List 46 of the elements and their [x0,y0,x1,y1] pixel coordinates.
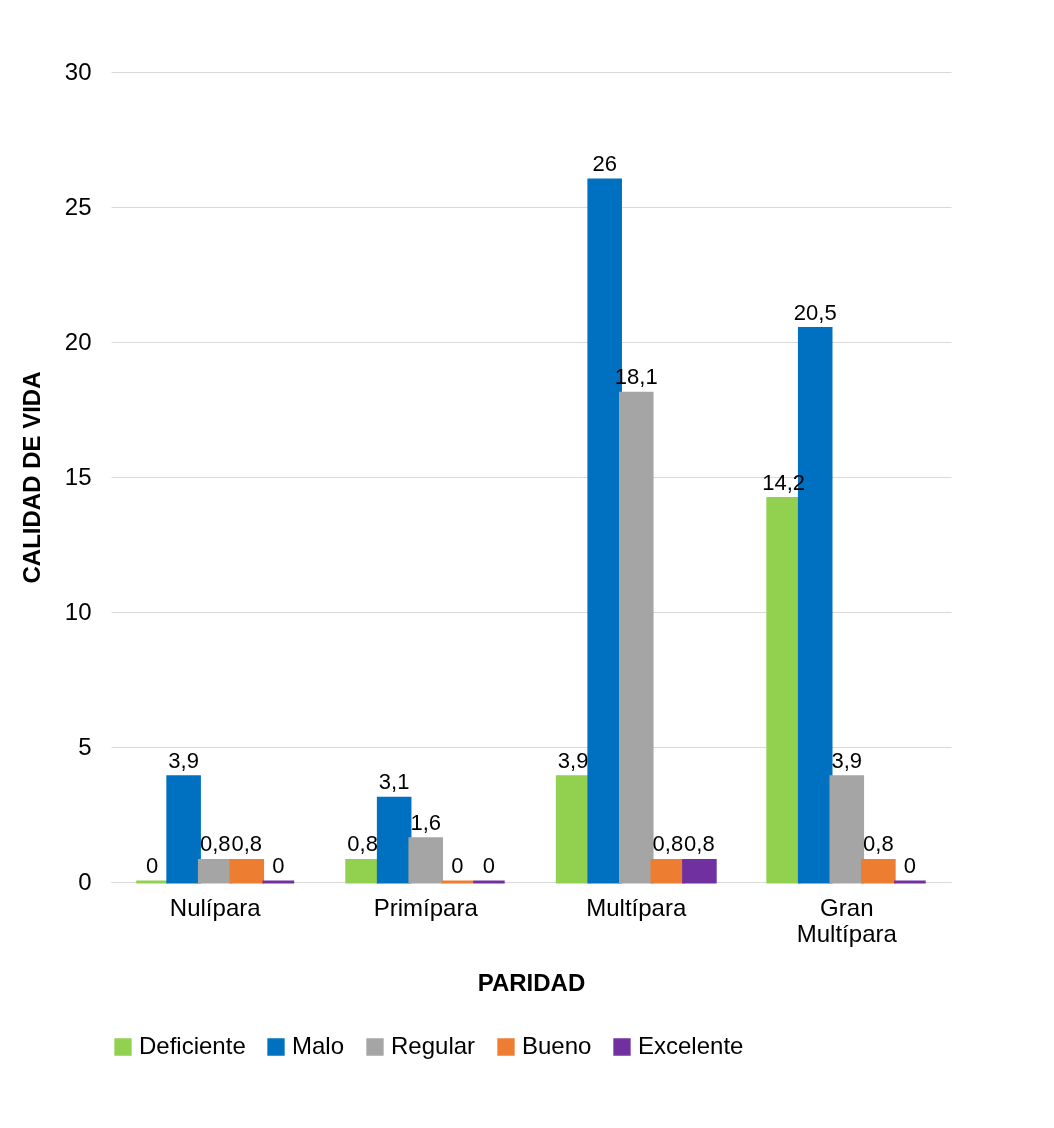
bar [829,775,865,884]
data-label: 0,8 [863,831,894,857]
data-label: 20,5 [793,299,837,325]
data-label: 1,6 [410,809,442,835]
x-tick-label: Primípara [373,893,479,921]
y-tick-label: 10 [64,597,92,625]
data-label: 0,8 [231,831,263,857]
bar [197,858,233,884]
y-axis-title: CALIDAD DE VIDA [17,371,45,584]
y-tick-label: 5 [78,732,92,760]
bar [408,837,444,884]
bar [166,775,201,884]
data-label: 0,8 [652,831,684,857]
bar [766,497,801,884]
legend-label: Excelente [638,1032,744,1059]
y-tick-label: 15 [64,462,92,490]
data-label: 0 [482,853,496,878]
bar [229,858,265,884]
data-label: 0 [272,853,285,878]
data-label: 0,8 [199,831,231,857]
bar [861,858,896,884]
data-label: 0,8 [684,831,715,857]
x-tick-label: Gran Multípara [796,893,898,947]
x-tick-label: Nulípara [169,893,262,921]
y-tick-label: 30 [64,57,92,85]
bar [345,858,380,884]
legend-label: Deficiente [139,1032,246,1059]
legend-label: Malo [292,1032,345,1059]
bar [376,796,412,884]
y-tick-label: 0 [78,867,92,895]
x-axis-title: PARIDAD [477,968,586,996]
x-tick-label: Multípara [586,893,687,921]
data-label: 3,9 [831,747,863,773]
legend-label: Regular [391,1032,476,1059]
data-label: 0 [451,853,464,878]
data-label: 3,1 [378,769,410,795]
bar [618,391,654,884]
data-label: 3,9 [168,747,199,773]
data-label: 0 [903,853,917,878]
bar [682,858,717,884]
y-tick-label: 25 [64,192,92,220]
legend-label: Bueno [522,1032,592,1059]
data-label: 0 [145,853,159,878]
data-label: 0,8 [347,831,378,857]
y-tick-label: 20 [64,327,92,355]
data-label: 26 [592,151,617,176]
